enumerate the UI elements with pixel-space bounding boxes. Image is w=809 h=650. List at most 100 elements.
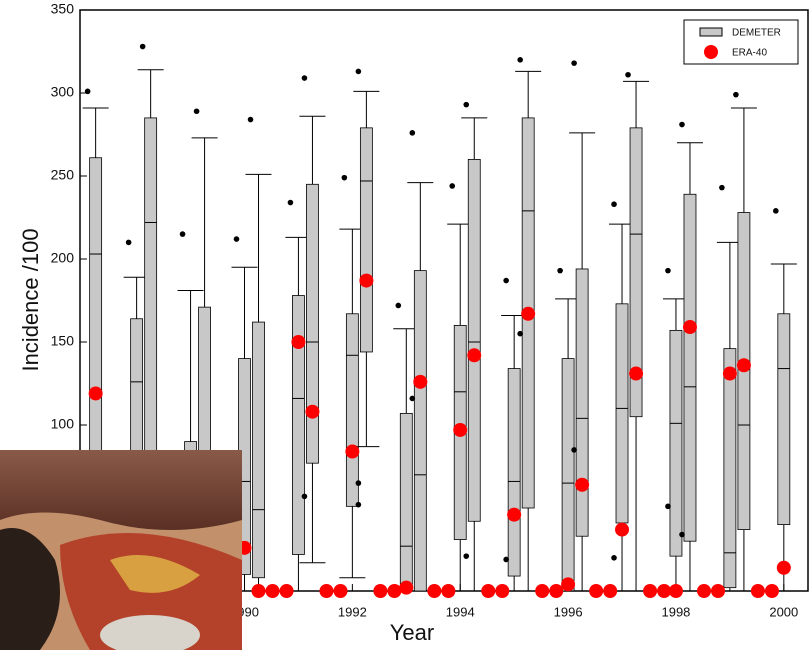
outlier: [611, 201, 617, 207]
box-body: [253, 322, 265, 578]
outlier: [395, 303, 401, 309]
era-point: [89, 386, 103, 400]
outlier: [85, 89, 91, 95]
outlier: [773, 208, 779, 214]
era-point: [495, 584, 509, 598]
outlier: [356, 69, 362, 75]
outlier: [665, 504, 671, 510]
outlier: [665, 268, 671, 274]
era-point: [751, 584, 765, 598]
box-body: [346, 314, 358, 507]
photo: [0, 450, 242, 650]
outlier: [356, 502, 362, 508]
chart: Year Incidence /100 05010015020025030035…: [0, 0, 809, 650]
outlier: [288, 200, 294, 206]
outlier: [449, 183, 455, 189]
box-body: [724, 349, 736, 588]
era-point: [723, 367, 737, 381]
era-point: [697, 584, 711, 598]
era-point: [549, 584, 563, 598]
era-point: [467, 348, 481, 362]
y-tick-label: 250: [51, 167, 75, 183]
y-tick-label: 350: [51, 1, 75, 17]
era-point: [737, 358, 751, 372]
box-body: [562, 359, 574, 591]
era-point: [333, 584, 347, 598]
y-tick-label: 100: [51, 416, 75, 432]
era-point: [291, 335, 305, 349]
outlier: [302, 75, 308, 81]
outlier: [194, 108, 200, 114]
outlier: [503, 278, 509, 284]
era-point: [319, 584, 333, 598]
legend-swatch: [704, 45, 718, 59]
era-point: [280, 584, 294, 598]
outlier: [611, 555, 617, 561]
outlier: [679, 532, 685, 538]
legend: DEMETER ERA-40: [684, 20, 798, 64]
outlier: [234, 236, 240, 242]
legend-label: DEMETER: [732, 28, 781, 39]
y-tick-label: 150: [51, 333, 75, 349]
outlier: [463, 102, 469, 108]
era-point: [615, 523, 629, 537]
x-tick-label: 1994: [446, 604, 475, 619]
era-point: [669, 584, 683, 598]
box-body: [616, 304, 628, 523]
box-body: [400, 413, 412, 591]
era-point: [373, 584, 387, 598]
outlier: [248, 117, 254, 123]
era-point: [521, 307, 535, 321]
legend-swatch: [700, 28, 722, 36]
era-point: [777, 561, 791, 575]
era-point: [683, 320, 697, 334]
era-point: [305, 405, 319, 419]
era-point: [765, 584, 779, 598]
outlier: [557, 268, 563, 274]
outlier: [410, 130, 416, 136]
box-body: [508, 369, 520, 577]
era-point: [266, 584, 280, 598]
outlier: [180, 231, 186, 237]
era-point: [387, 584, 401, 598]
box-body: [414, 271, 426, 591]
x-tick-label: 1996: [554, 604, 583, 619]
x-axis-title: Year: [390, 620, 434, 645]
outlier: [571, 447, 577, 453]
outlier: [517, 331, 523, 337]
outlier: [126, 240, 132, 246]
legend-label: ERA-40: [732, 48, 767, 59]
outlier: [571, 60, 577, 66]
era-point: [629, 367, 643, 381]
era-point: [535, 584, 549, 598]
box-body: [778, 314, 790, 525]
box-body: [145, 118, 157, 475]
era-point: [589, 584, 603, 598]
box-body: [292, 296, 304, 555]
outlier: [302, 494, 308, 500]
y-tick-label: 200: [51, 250, 75, 266]
era-point: [481, 584, 495, 598]
outlier: [410, 396, 416, 402]
x-tick-label: 1998: [661, 604, 690, 619]
box-body: [684, 194, 696, 541]
era-point: [441, 584, 455, 598]
era-point: [561, 577, 575, 591]
x-tick-label: 1992: [338, 604, 367, 619]
outlier: [719, 185, 725, 191]
era-point: [507, 508, 521, 522]
box-body: [576, 269, 588, 536]
era-point: [453, 423, 467, 437]
era-point: [252, 584, 266, 598]
outlier: [517, 57, 523, 63]
era-point: [359, 274, 373, 288]
era-point: [427, 584, 441, 598]
era-point: [345, 445, 359, 459]
outlier: [733, 92, 739, 98]
era-point: [643, 584, 657, 598]
outlier: [140, 44, 146, 50]
outlier: [625, 72, 631, 78]
box: [771, 208, 797, 591]
outlier: [356, 480, 362, 486]
box-body: [468, 159, 480, 521]
